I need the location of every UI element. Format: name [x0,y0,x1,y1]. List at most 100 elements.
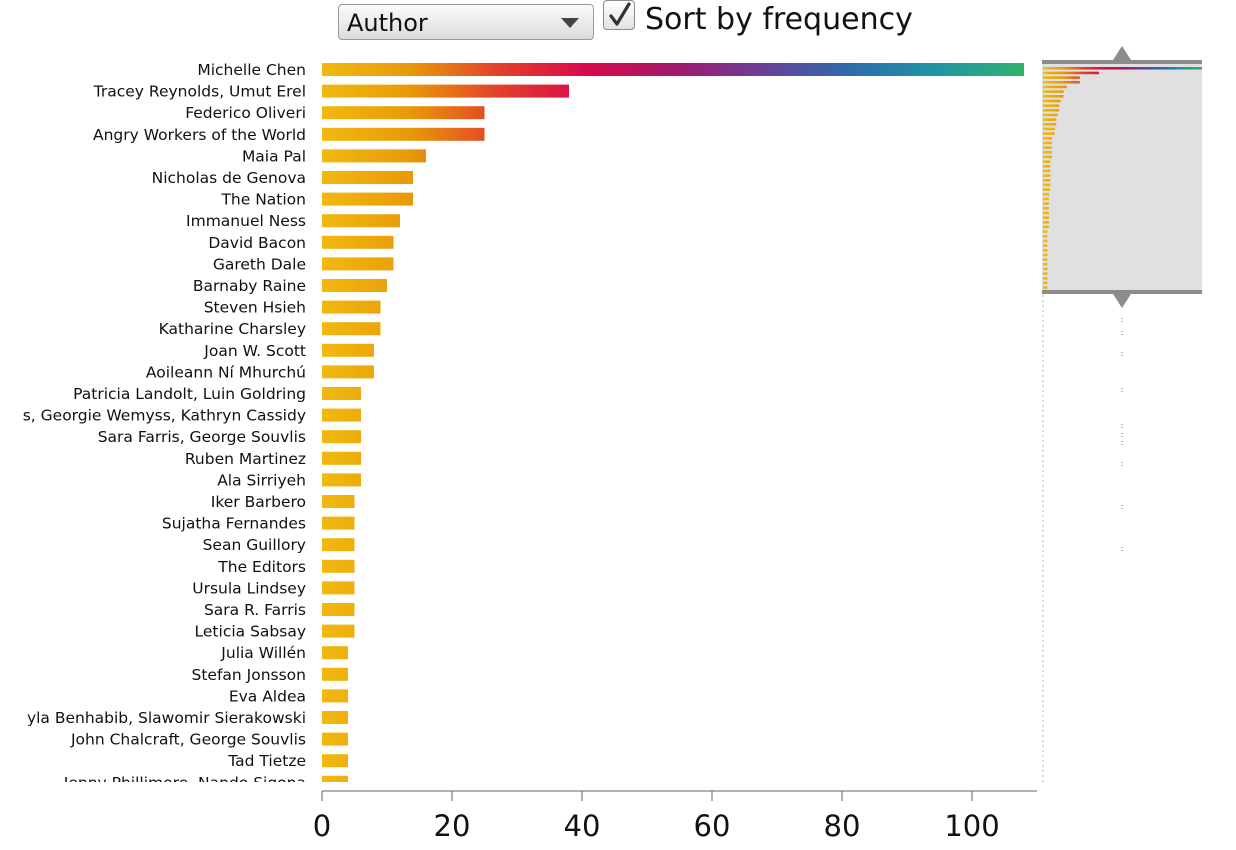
bar[interactable] [322,279,387,292]
bar[interactable] [322,538,355,552]
category-label: Barnaby Raine [193,277,306,295]
bar[interactable] [322,473,361,487]
navigator-bar [1043,202,1049,205]
navigator-bar [1043,216,1049,219]
navigator[interactable] [1042,46,1202,785]
bar[interactable] [322,343,374,357]
category-label: Iker Barbero [211,493,306,511]
navigator-bar [1043,179,1051,182]
category-label: Angry Workers of the World [93,126,306,144]
field-select[interactable]: Author [338,4,594,40]
navigator-bar [1043,132,1055,135]
navigator-bar [1043,263,1048,266]
bar[interactable] [322,365,374,379]
navigator-bar [1043,127,1055,131]
category-label: Sean Guillory [203,536,306,554]
category-label: Sujatha Fernandes [162,515,306,533]
field-select-value: Author [347,9,428,37]
navigator-bar [1043,193,1049,196]
navigator-bar [1043,104,1060,107]
bar[interactable] [322,495,355,508]
navigator-bar [1043,207,1049,210]
bar[interactable] [322,430,361,444]
bar[interactable] [322,646,348,660]
category-label: Leticia Sabsay [195,623,306,641]
bar[interactable] [322,84,569,98]
bar[interactable] [322,581,355,595]
navigator-bar [1043,249,1048,252]
bar[interactable] [322,300,381,314]
bar[interactable] [322,235,394,249]
navigator-bar [1043,244,1048,247]
sort-by-frequency-checkbox[interactable] [603,0,635,30]
navigator-bar [1043,221,1049,224]
bar[interactable] [322,711,348,724]
navigator-bar [1043,188,1051,191]
bar[interactable] [322,775,348,789]
navigator-bar [1043,239,1048,243]
navigator-down-arrow-icon[interactable] [1113,294,1131,308]
navigator-bar [1043,67,1202,70]
bar[interactable] [322,408,361,422]
navigator-bar [1043,155,1052,159]
bar[interactable] [322,149,426,163]
bar[interactable] [322,257,394,271]
category-label: Gareth Dale [213,255,306,273]
category-label: Maia Pal [242,147,306,165]
chevron-down-icon [561,18,579,28]
bar[interactable] [322,171,413,184]
navigator-bar [1043,146,1052,149]
category-label: Steven Hsieh [204,299,306,317]
navigator-bar [1043,113,1058,117]
bar[interactable] [322,516,355,530]
bar[interactable] [322,732,348,746]
x-tick-label: 80 [824,809,861,843]
category-label: Nicholas de Genova [152,169,306,187]
bar[interactable] [322,214,400,228]
navigator-bar [1043,230,1048,233]
category-label: Michelle Chen [197,61,306,79]
bar[interactable] [322,127,485,141]
navigator-bar [1043,281,1048,285]
bar[interactable] [322,754,348,768]
bar[interactable] [322,106,485,120]
navigator-up-arrow-icon[interactable] [1113,46,1131,60]
navigator-bar [1043,99,1061,103]
category-label: The Nation [220,191,306,209]
navigator-bar [1043,109,1060,112]
navigator-top-handle[interactable] [1042,60,1202,64]
category-label: Katharine Charsley [159,320,306,338]
navigator-window[interactable] [1042,63,1202,291]
navigator-bar [1043,160,1051,163]
bar[interactable] [322,63,1024,76]
bar[interactable] [322,451,361,465]
bar[interactable] [322,322,381,336]
navigator-bar [1043,272,1048,275]
category-label: Federico Oliveri [185,104,306,122]
navigator-bottom-handle[interactable] [1042,290,1202,294]
category-label: Tracey Reynolds, Umut Erel [93,83,306,101]
category-label: Julia Willén [220,644,306,662]
navigator-bar [1043,137,1052,140]
category-label: Sara R. Farris [204,601,306,619]
category-label: Ala Sirriyeh [217,471,306,489]
category-label: Aoileann Ní Mhurchú [146,363,306,381]
x-tick-label: 0 [313,809,331,843]
navigator-bar [1043,71,1099,75]
navigator-bar [1043,81,1080,84]
bar[interactable] [322,689,348,703]
bar[interactable] [322,624,355,638]
bar[interactable] [322,603,355,616]
navigator-bar [1043,235,1048,238]
bar[interactable] [322,192,413,206]
category-label: Patricia Landolt, Luin Goldring [73,385,306,403]
sort-by-frequency-label: Sort by frequency [645,2,913,37]
navigator-bar [1043,225,1049,229]
bar[interactable] [322,387,361,400]
category-label: Sara Farris, George Souvlis [98,428,306,446]
category-label: Tad Tietze [227,752,306,770]
category-label: Ursula Lindsey [192,579,306,597]
bar[interactable] [322,559,355,573]
bar[interactable] [322,667,348,681]
